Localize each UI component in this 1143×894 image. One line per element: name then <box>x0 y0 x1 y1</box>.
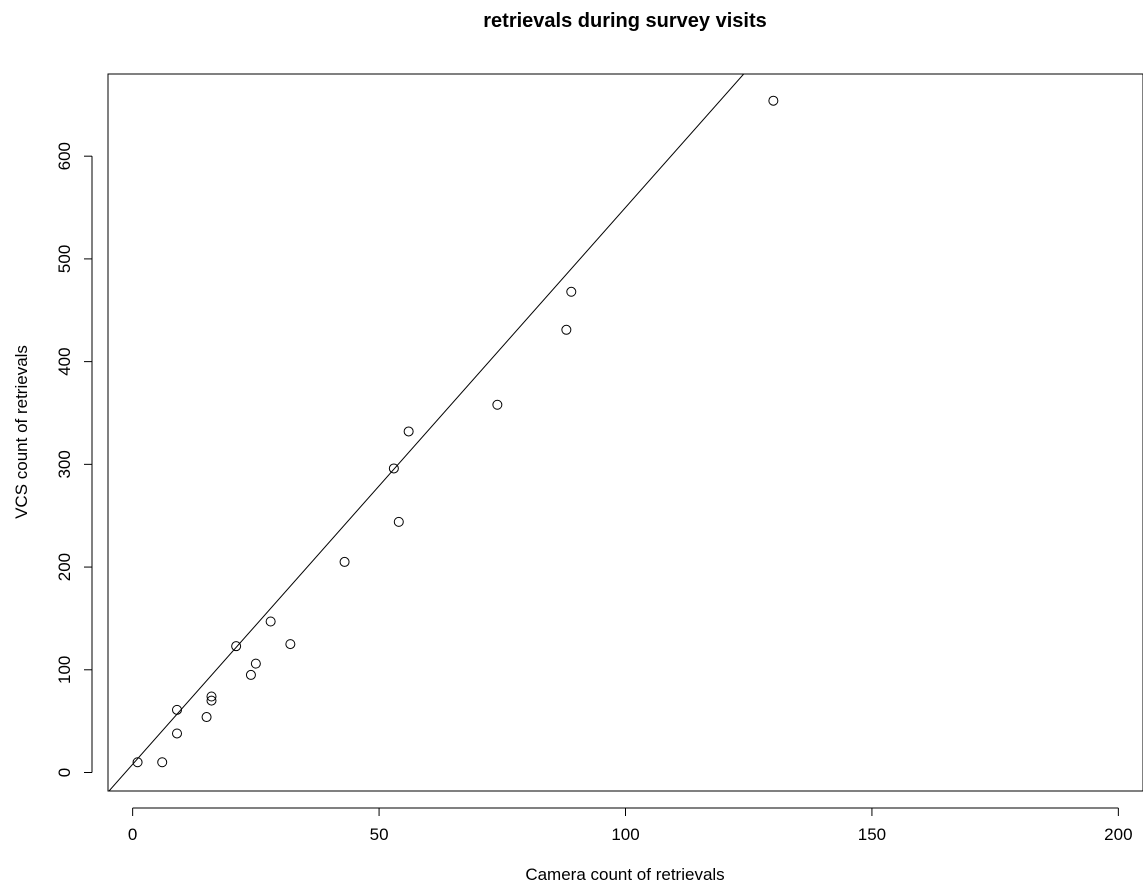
x-axis-label: Camera count of retrievals <box>525 865 724 884</box>
y-tick-label-1: 100 <box>55 656 74 684</box>
chart-title: retrievals during survey visits <box>483 10 766 32</box>
y-tick-label-4: 400 <box>55 347 74 375</box>
data-point-11 <box>285 639 296 650</box>
data-point-7 <box>231 641 242 652</box>
y-tick-label-2: 200 <box>55 553 74 581</box>
x-tick-label-4: 200 <box>1104 825 1132 844</box>
fit-line <box>108 74 745 791</box>
data-point-19 <box>768 95 779 106</box>
x-tick-label-3: 150 <box>858 825 886 844</box>
x-tick-label-1: 50 <box>370 825 389 844</box>
data-point-2 <box>172 728 182 739</box>
data-point-17 <box>561 324 572 335</box>
x-tick-label-0: 0 <box>128 825 137 844</box>
data-point-16 <box>492 399 503 410</box>
data-point-10 <box>265 616 276 627</box>
data-point-5 <box>206 695 217 706</box>
data-point-9 <box>250 658 261 669</box>
x-axis: 0 50 100 150 200 <box>128 807 1133 844</box>
data-point-0 <box>132 757 143 768</box>
y-tick-label-5: 500 <box>55 245 74 273</box>
data-point-3 <box>172 704 182 715</box>
data-point-12 <box>339 556 350 567</box>
data-point-1 <box>157 757 168 768</box>
data-point-13 <box>388 463 399 474</box>
x-tick-label-2: 100 <box>611 825 639 844</box>
data-point-18 <box>566 286 577 297</box>
data-point-6 <box>206 691 217 702</box>
plot-frame <box>107 73 1143 792</box>
data-point-14 <box>393 516 404 527</box>
y-tick-label-3: 300 <box>55 450 74 478</box>
data-point-15 <box>403 426 414 437</box>
y-axis: 0 100 200 300 400 500 600 <box>55 142 93 777</box>
y-axis-label: VCS count of retrievals <box>12 345 31 519</box>
y-tick-label-0: 0 <box>55 768 74 777</box>
y-tick-label-6: 600 <box>55 142 74 170</box>
data-point-8 <box>245 669 256 680</box>
data-point-4 <box>201 712 212 723</box>
